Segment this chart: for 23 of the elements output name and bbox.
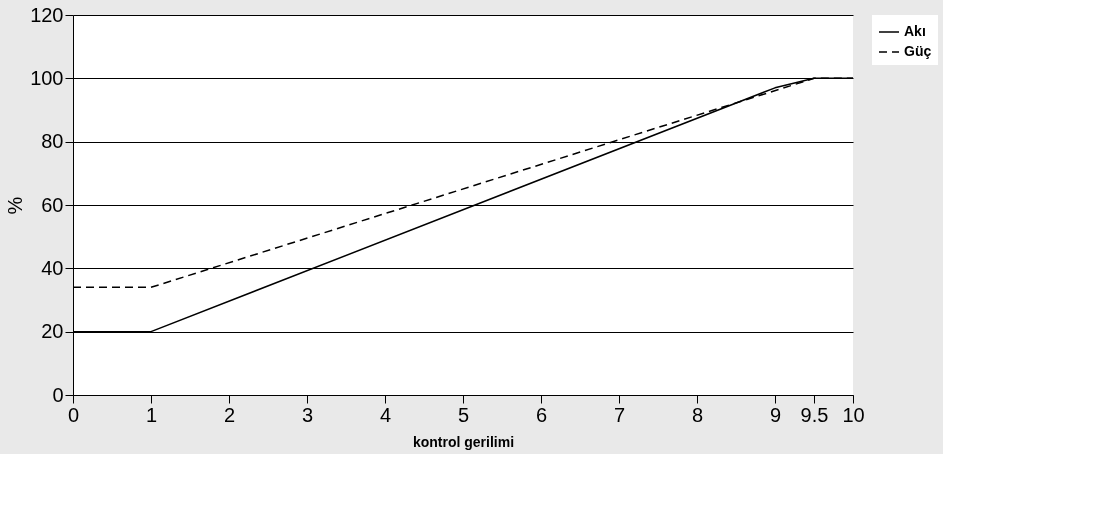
x-axis-title: kontrol gerilimi [412, 433, 515, 450]
x-tick-label: 7 [613, 403, 626, 426]
x-tick-label: 9.5 [800, 403, 829, 426]
x-tick-label: 3 [301, 403, 314, 426]
y-tick-label: 60 [41, 193, 64, 216]
y-tick-label: 100 [30, 66, 64, 89]
x-tick-label: 9 [769, 403, 782, 426]
x-tick-label: 1 [145, 403, 158, 426]
y-axis-title: % [4, 196, 27, 215]
legend-label: Güç [904, 43, 932, 59]
y-tick-label: 40 [41, 256, 64, 279]
y-tick-label: 80 [41, 130, 64, 153]
x-tick-label: 2 [223, 403, 236, 426]
x-tick-label: 0 [67, 403, 80, 426]
legend-label: Akı [904, 23, 926, 39]
x-tick-label: 6 [535, 403, 548, 426]
x-tick-label: 10 [842, 403, 865, 426]
y-tick-label: 20 [41, 320, 64, 343]
x-tick-label: 8 [691, 403, 704, 426]
y-tick-label: 0 [52, 383, 64, 406]
y-tick-label: 120 [30, 3, 64, 26]
x-tick-label: 4 [379, 403, 392, 426]
x-tick-label: 5 [457, 403, 470, 426]
